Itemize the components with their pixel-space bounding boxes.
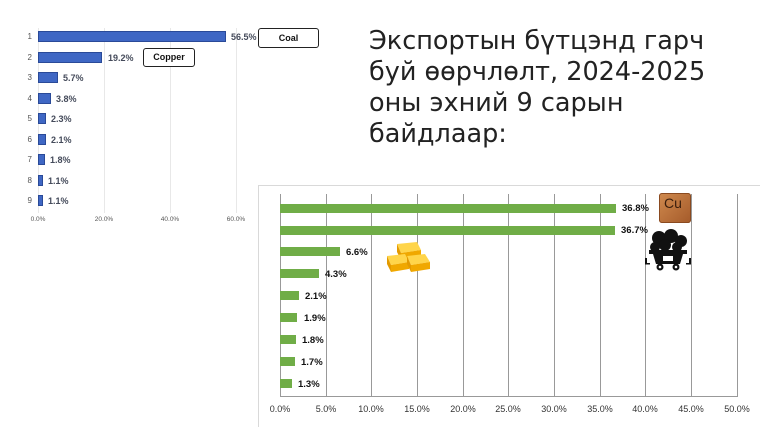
data-label: 36.8% bbox=[622, 203, 649, 214]
x-tick: 20.0% bbox=[450, 404, 476, 414]
bar bbox=[280, 335, 296, 344]
row-label: 5 bbox=[27, 114, 32, 123]
x-tick: 35.0% bbox=[587, 404, 613, 414]
title-line: буй өөрчлөлт, 2024-2025 bbox=[369, 57, 706, 87]
data-label: 3.8% bbox=[56, 94, 77, 104]
gridline bbox=[236, 28, 237, 213]
x-tick: 40.0% bbox=[160, 216, 180, 223]
gridline bbox=[463, 194, 464, 397]
data-label: 1.9% bbox=[304, 313, 326, 324]
row-label: 7 bbox=[27, 155, 32, 164]
data-label: 56.5% bbox=[231, 32, 257, 42]
x-tick: 5.0% bbox=[315, 404, 337, 414]
data-label: 1.1% bbox=[48, 176, 69, 186]
data-label: 1.3% bbox=[298, 379, 320, 390]
x-tick: 0.0% bbox=[30, 216, 46, 223]
data-label: 6.6% bbox=[346, 247, 368, 258]
bar bbox=[38, 175, 43, 186]
right-chart-frame bbox=[258, 185, 760, 427]
data-label: 1.8% bbox=[302, 335, 324, 346]
data-label: 2.3% bbox=[51, 114, 72, 124]
row-label: 3 bbox=[27, 73, 32, 82]
gridline bbox=[600, 194, 601, 397]
gridline bbox=[417, 194, 418, 397]
x-tick: 15.0% bbox=[404, 404, 430, 414]
bar bbox=[280, 269, 319, 278]
bar bbox=[280, 226, 615, 235]
title-line: Экспортын бүтцэнд гарч bbox=[369, 26, 705, 56]
gridline bbox=[104, 28, 105, 213]
bar bbox=[38, 72, 58, 83]
title-line: оны эхний 9 сарын bbox=[369, 88, 624, 118]
gridline bbox=[326, 194, 327, 397]
bar bbox=[38, 31, 226, 42]
title-line: байдлаар: bbox=[369, 119, 507, 149]
gridline bbox=[508, 194, 509, 397]
data-label: 19.2% bbox=[108, 53, 134, 63]
bar bbox=[38, 134, 46, 145]
data-label: 36.7% bbox=[621, 225, 648, 236]
copper-element-icon: Cu bbox=[659, 193, 691, 223]
data-label: 2.1% bbox=[305, 291, 327, 302]
x-tick: 50.0% bbox=[724, 404, 750, 414]
data-label: 1.8% bbox=[50, 155, 71, 165]
row-label: 6 bbox=[27, 135, 32, 144]
x-tick: 45.0% bbox=[678, 404, 704, 414]
bar bbox=[38, 52, 102, 63]
x-tick: 10.0% bbox=[358, 404, 384, 414]
row-label: 4 bbox=[27, 94, 32, 103]
bar bbox=[38, 113, 46, 124]
bar bbox=[280, 247, 340, 256]
row-label: 1 bbox=[27, 32, 32, 41]
x-tick: 60.0% bbox=[226, 216, 246, 223]
x-tick: 20.0% bbox=[94, 216, 114, 223]
bar bbox=[280, 313, 297, 322]
gridline bbox=[170, 28, 171, 213]
data-label: 1.1% bbox=[48, 196, 69, 206]
bar bbox=[38, 93, 51, 104]
gridline bbox=[737, 194, 738, 397]
bar bbox=[38, 195, 43, 206]
data-label: 1.7% bbox=[301, 357, 323, 368]
row-label: 2 bbox=[27, 53, 32, 62]
x-tick: 40.0% bbox=[632, 404, 658, 414]
gridline bbox=[554, 194, 555, 397]
gridline bbox=[645, 194, 646, 397]
bar bbox=[280, 357, 295, 366]
left-bar-chart: 1 2 3 4 5 6 7 8 9 56.5% 19.2% 5.7% 3.8% … bbox=[0, 0, 330, 240]
copper-symbol: Cu bbox=[664, 195, 682, 211]
x-tick: 25.0% bbox=[495, 404, 521, 414]
bar bbox=[280, 291, 299, 300]
bar bbox=[280, 204, 616, 213]
coal-callout: Coal bbox=[258, 28, 319, 48]
gridline bbox=[691, 194, 692, 397]
copper-callout: Copper bbox=[143, 48, 195, 67]
gold-bars-icon bbox=[387, 242, 430, 272]
gridline bbox=[371, 194, 372, 397]
row-label: 9 bbox=[27, 196, 32, 205]
row-label: 8 bbox=[27, 176, 32, 185]
data-label: 5.7% bbox=[63, 73, 84, 83]
x-axis bbox=[280, 396, 738, 397]
x-tick: 30.0% bbox=[541, 404, 567, 414]
x-tick: 0.0% bbox=[269, 404, 291, 414]
data-label: 4.3% bbox=[325, 269, 347, 280]
bar bbox=[38, 154, 45, 165]
data-label: 2.1% bbox=[51, 135, 72, 145]
coal-cart-icon bbox=[645, 229, 691, 271]
bar bbox=[280, 379, 292, 388]
slide-title: Экспортын бүтцэнд гарч буй өөрчлөлт, 202… bbox=[369, 26, 749, 150]
